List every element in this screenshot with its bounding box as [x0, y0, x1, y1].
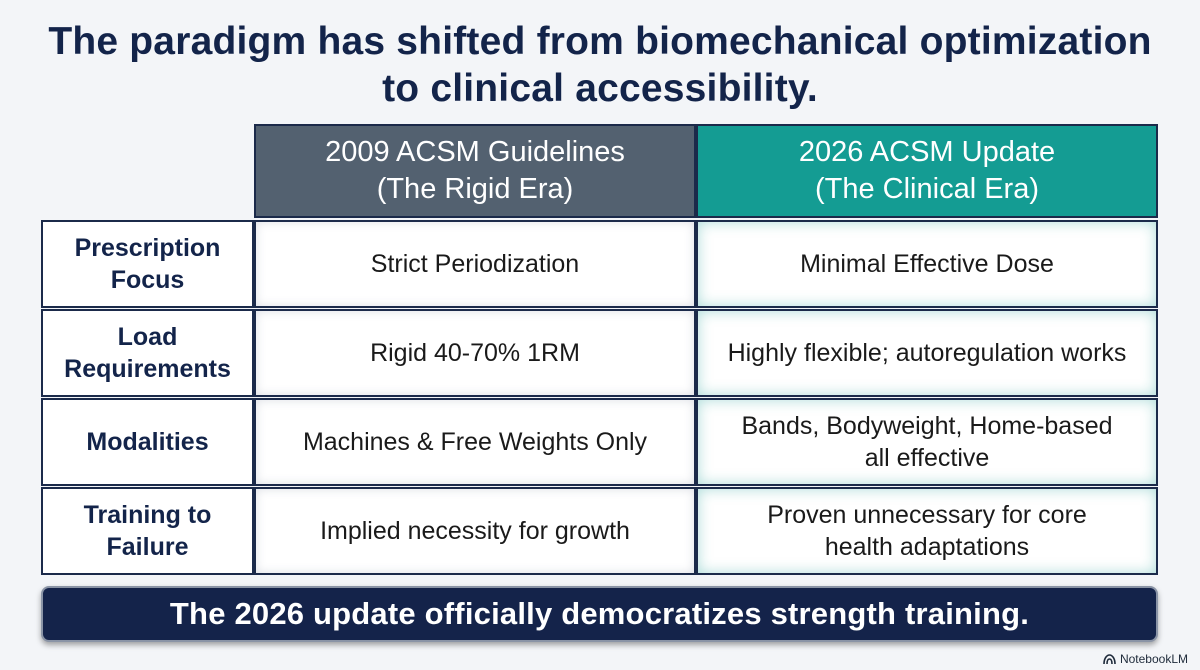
column-header-2026-line-1: 2026 ACSM Update: [798, 136, 1056, 168]
cell-2009-text: Implied necessity for growth: [320, 517, 630, 545]
column-header-2026-line-2: (The Clinical Era): [814, 173, 1039, 205]
row-label: Training to Failure: [41, 487, 254, 575]
cell-2009-text: Machines & Free Weights Only: [302, 428, 648, 456]
cell-2026: Highly flexible; autoregulation works: [696, 309, 1158, 397]
cell-2009: Implied necessity for growth: [254, 487, 696, 575]
slide-title-line-2: to clinical accessibility.: [382, 67, 818, 110]
cell-2009: Rigid 40-70% 1RM: [254, 309, 696, 397]
conclusion-banner: The 2026 update officially democratizes …: [41, 586, 1158, 642]
notebooklm-logo-icon: [1103, 653, 1116, 664]
cell-2026: Bands, Bodyweight, Home-based all effect…: [696, 398, 1158, 486]
cell-2009: Machines & Free Weights Only: [254, 398, 696, 486]
table-row: Load Requirements Rigid 40-70% 1RM Highl…: [41, 309, 1158, 397]
slide-title-line-1: The paradigm has shifted from biomechani…: [48, 20, 1152, 63]
column-header-2009-line-2: (The Rigid Era): [376, 173, 574, 205]
cell-2009-text: Strict Periodization: [370, 250, 580, 278]
cell-2026: Minimal Effective Dose: [696, 220, 1158, 308]
column-header-2009: 2009 ACSM Guidelines (The Rigid Era): [254, 124, 696, 218]
column-header-2026: 2026 ACSM Update (The Clinical Era): [696, 124, 1158, 218]
cell-2026-text: Bands, Bodyweight, Home-based all effect…: [741, 412, 1113, 472]
table-row: Training to Failure Implied necessity fo…: [41, 487, 1158, 575]
column-header-2009-line-1: 2009 ACSM Guidelines: [325, 136, 625, 168]
cell-2026-text: Minimal Effective Dose: [800, 250, 1054, 278]
cell-2026-text: Proven unnecessary for core health adapt…: [767, 501, 1087, 561]
watermark-label: NotebookLM: [1119, 652, 1188, 666]
row-label: Modalities: [41, 398, 254, 486]
cell-2026: Proven unnecessary for core health adapt…: [696, 487, 1158, 575]
notebooklm-watermark: NotebookLM: [1103, 652, 1188, 666]
row-label: Prescription Focus: [41, 220, 254, 308]
table-row: Prescription Focus Strict Periodization …: [41, 220, 1158, 308]
table-row: Modalities Machines & Free Weights Only …: [41, 398, 1158, 486]
cell-2026-text: Highly flexible; autoregulation works: [727, 339, 1127, 367]
row-label: Load Requirements: [41, 309, 254, 397]
cell-2009-text: Rigid 40-70% 1RM: [370, 339, 580, 367]
slide-title: The paradigm has shifted from biomechani…: [0, 18, 1200, 112]
cell-2009: Strict Periodization: [254, 220, 696, 308]
